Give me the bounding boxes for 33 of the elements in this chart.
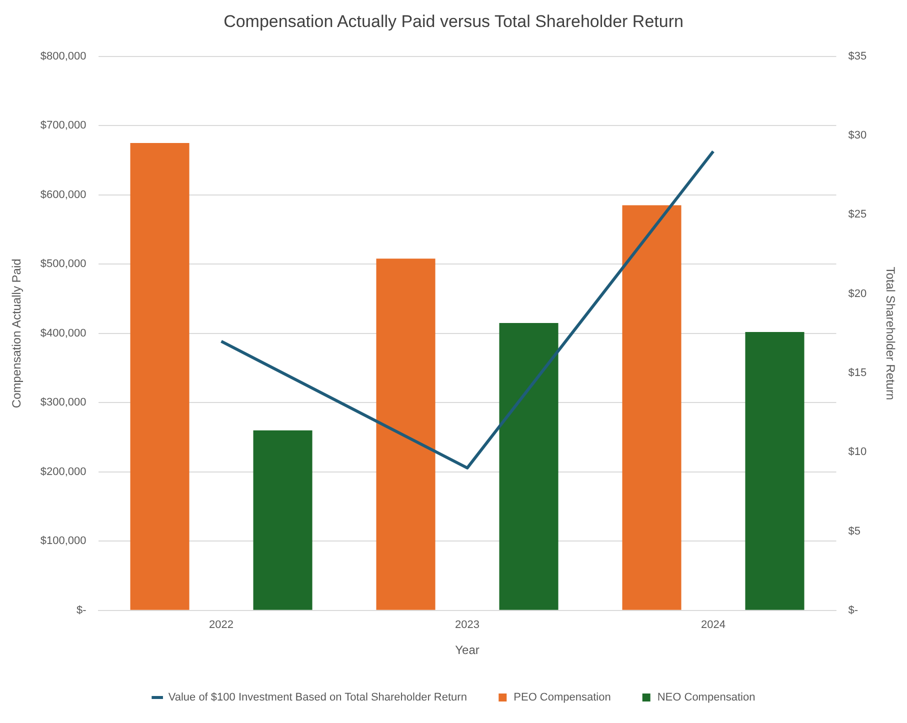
y-axis-title: Compensation Actually Paid (10, 258, 24, 408)
y2-tick-label: $10 (848, 446, 867, 458)
y2-tick-label: $5 (848, 525, 860, 538)
bar (622, 205, 682, 610)
y-tick-label: $500,000 (40, 258, 86, 270)
y2-tick-label: $15 (848, 367, 867, 380)
y-tick-label: $400,000 (40, 327, 86, 340)
x-tick-label: 2022 (209, 619, 234, 632)
chart-title: Compensation Actually Paid versus Total Shareholder Return (224, 12, 684, 31)
y-tick-label: $100,000 (40, 535, 86, 548)
y2-tick-label: $25 (848, 208, 867, 221)
y2-tick-label: $30 (848, 130, 867, 142)
x-tick-label: 2024 (701, 619, 726, 632)
bar (745, 332, 804, 610)
bar (130, 142, 190, 610)
y-tick-label: $- (76, 604, 87, 616)
y-tick-label: $200,000 (40, 466, 86, 478)
bar (499, 323, 558, 610)
y-tick-label: $600,000 (40, 188, 86, 201)
y-tick-label: $700,000 (40, 120, 86, 132)
legend-label: Value of $100 Investment Based on Total Shareholder Return (168, 692, 467, 704)
y2-axis-title: Total Shareholder Return (883, 266, 898, 400)
y-tick-label: $300,000 (40, 396, 86, 409)
bar (253, 430, 312, 610)
y2-tick-label: $35 (848, 50, 867, 62)
bar (376, 258, 436, 610)
legend-label: PEO Compensation (514, 692, 611, 704)
x-axis-title: Year (455, 643, 480, 658)
legend-label: NEO Compensation (657, 692, 756, 704)
y2-tick-label: $- (848, 604, 858, 616)
y-tick-label: $800,000 (40, 50, 86, 62)
y2-tick-label: $20 (848, 288, 867, 300)
x-tick-label: 2023 (455, 619, 480, 632)
